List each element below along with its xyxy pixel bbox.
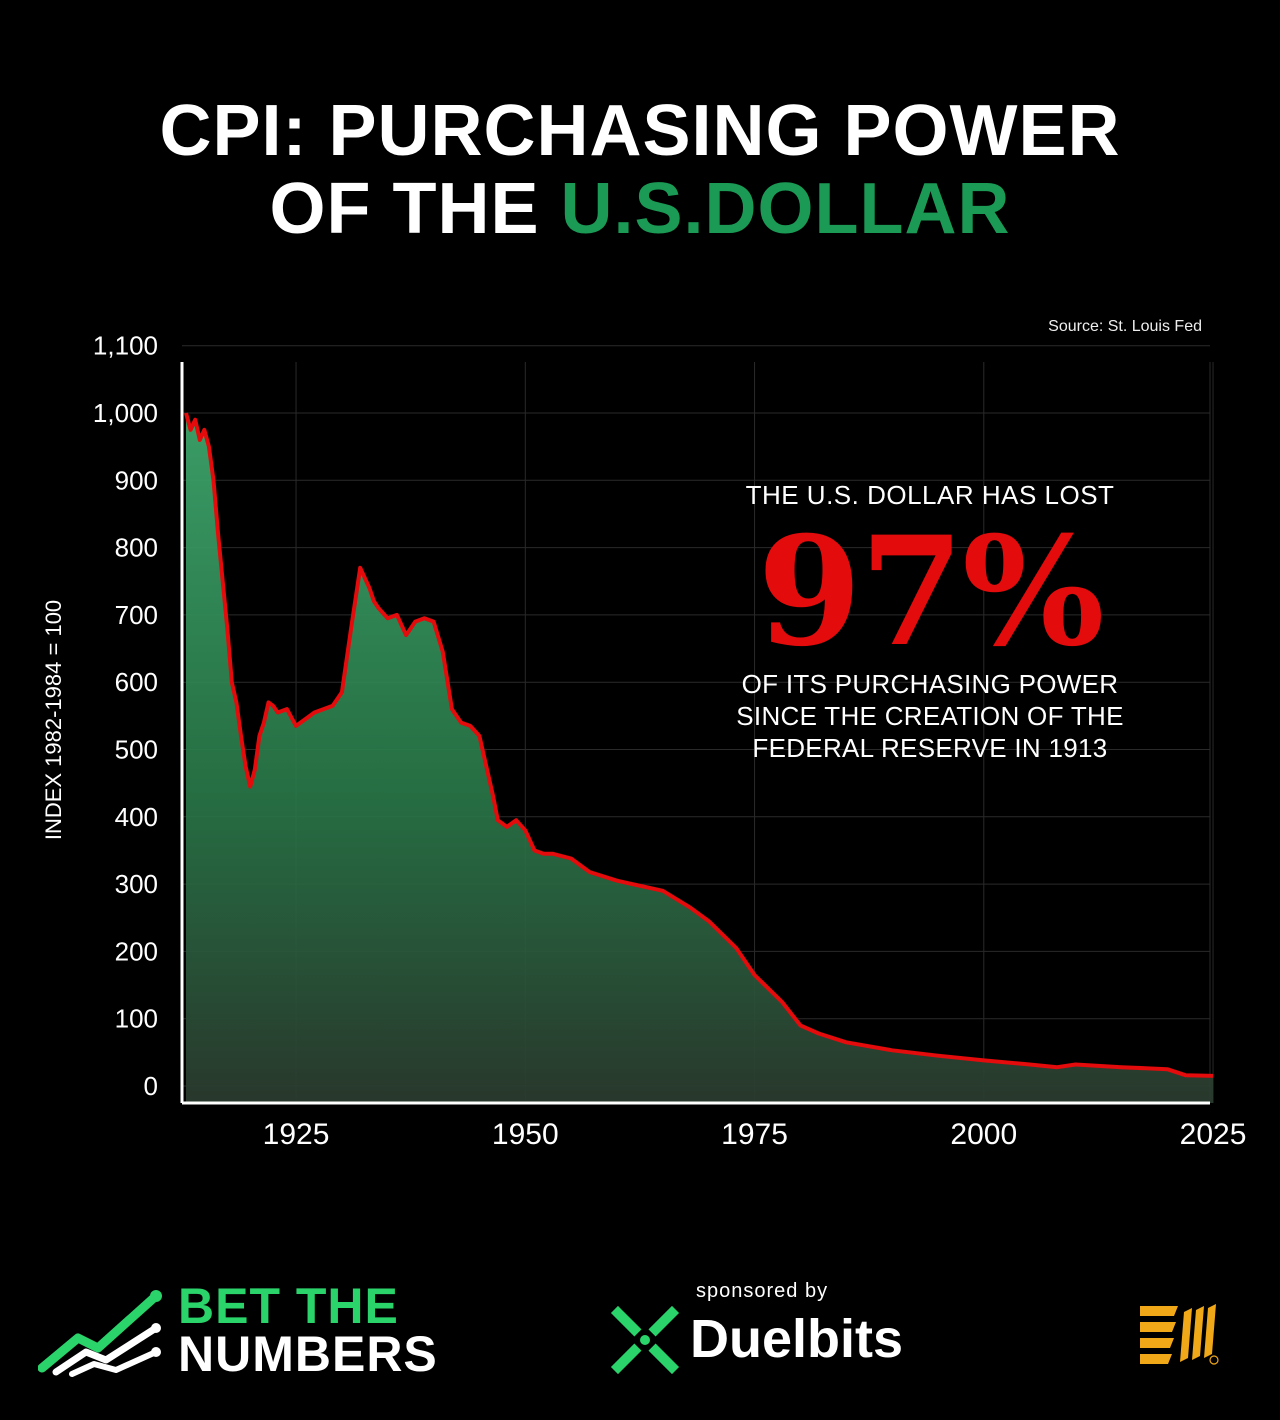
area-fill — [186, 413, 1213, 1103]
chart-trend-logo-icon — [38, 1290, 162, 1377]
x-tick-label: 1925 — [263, 1118, 330, 1151]
crossed-swords-icon — [610, 1305, 680, 1375]
y-tick-label: 800 — [115, 533, 158, 563]
x-tick-label: 1950 — [492, 1118, 559, 1151]
title-line-1: CPI: PURCHASING POWER — [159, 91, 1121, 171]
y-tick-label: 900 — [115, 465, 158, 495]
title-highlight: U.S.DOLLAR — [560, 169, 1011, 249]
page-title: CPI: PURCHASING POWER OF THE U.S.DOLLAR — [0, 92, 1280, 248]
axis-ticks: 0 100 200 300 400 500 600 700 800 900 1,000 1,100 19… — [93, 331, 1246, 1151]
annotation-percent: 97% — [757, 504, 1104, 680]
y-tick-label: 300 — [115, 869, 158, 899]
annotation-line-3: FEDERAL RESERVE IN 1913 — [752, 733, 1108, 763]
sponsor-label: sponsored by — [696, 1280, 829, 1302]
x-tick-label: 2000 — [950, 1118, 1017, 1151]
y-axis-title: INDEX 1982-1984 = 100 — [41, 599, 66, 841]
source-note: Source: St. Louis Fed — [1048, 318, 1202, 335]
y-tick-label: 600 — [115, 667, 158, 697]
y-tick-label: 200 — [115, 936, 158, 966]
y-tick-label: 0 — [144, 1071, 158, 1101]
y-tick-label: 400 — [115, 802, 158, 832]
y-tick-label: 1,000 — [93, 398, 158, 428]
cpi-chart: 0 100 200 300 400 500 600 700 800 900 1,000 1,100 19… — [93, 331, 1246, 1151]
striped-e-logo-icon — [1140, 1304, 1219, 1365]
y-axis-title-wrap: INDEX 1982-1984 = 100 — [40, 520, 68, 920]
x-tick-label: 1975 — [721, 1118, 788, 1151]
sponsor-name: Duelbits — [690, 1309, 904, 1369]
y-tick-label: 700 — [115, 600, 158, 630]
annotation-line-2: SINCE THE CREATION OF THE — [736, 701, 1124, 731]
brand-line-2: NUMBERS — [178, 1326, 438, 1382]
x-tick-label: 2025 — [1180, 1118, 1247, 1151]
axes — [180, 362, 1210, 1105]
series-line — [184, 412, 1214, 1078]
y-tick-label: 100 — [115, 1004, 158, 1034]
brand-wordmark: BET THE NUMBERS — [178, 1278, 438, 1382]
brand-line-1: BET THE — [178, 1278, 399, 1334]
annotation-line-1: OF ITS PURCHASING POWER — [741, 669, 1119, 699]
annotation-lead: THE U.S. DOLLAR HAS LOST — [745, 480, 1115, 510]
y-tick-label: 1,100 — [93, 331, 158, 361]
annotation-body: OF ITS PURCHASING POWER SINCE THE CREATI… — [690, 668, 1170, 764]
title-line-2: OF THE U.S.DOLLAR — [0, 170, 1280, 248]
title-line-2-prefix: OF THE — [269, 169, 561, 249]
y-tick-label: 500 — [115, 735, 158, 765]
